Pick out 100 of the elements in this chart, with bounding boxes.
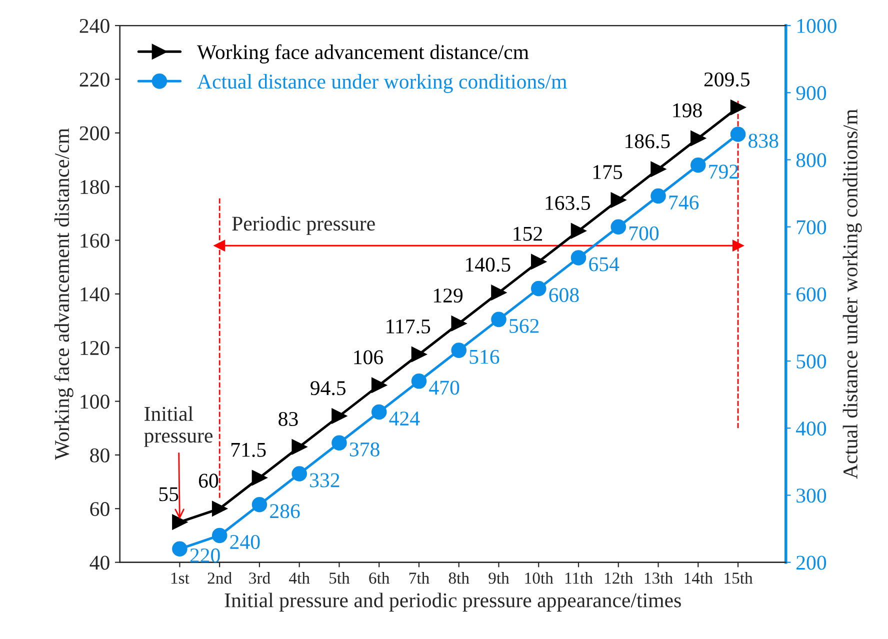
legend-label: Working face advancement distance/cm	[196, 44, 529, 64]
y2-tick-label: 600	[796, 287, 826, 302]
y-axis-title: Working face advancement distance/cm	[54, 128, 74, 460]
x-axis-title: Initial pressure and periodic pressure appearance/times	[224, 592, 681, 612]
data-label: 792	[709, 164, 738, 179]
y-tick-label: 120	[80, 340, 110, 356]
y-tick-label: 40	[90, 556, 110, 570]
point	[570, 223, 586, 239]
data-label: 106	[354, 350, 383, 364]
x-tick-label: 9th	[488, 572, 510, 584]
x-tick-label: 10th	[525, 572, 554, 584]
data-label: 562	[510, 318, 539, 333]
point	[610, 219, 626, 234]
x-tick-label: 8th	[448, 572, 470, 584]
point	[650, 188, 666, 204]
y2-tick-label: 1000	[797, 18, 836, 33]
y-tick-label: 220	[80, 72, 110, 87]
x-tick-label: 3rd	[249, 572, 270, 584]
y-tick-label: 200	[80, 126, 110, 140]
point	[491, 312, 506, 328]
y2-tick-label: 400	[796, 422, 826, 436]
data-label: 163.5	[546, 196, 590, 210]
x-tick-label: 15th	[724, 572, 753, 584]
point	[650, 162, 666, 177]
data-label: 129	[434, 288, 463, 303]
data-label: 55	[159, 487, 178, 502]
point	[292, 439, 307, 455]
point	[292, 466, 307, 482]
point	[451, 342, 466, 358]
y-tick-label: 100	[80, 394, 110, 409]
point	[570, 250, 586, 266]
data-label: 424	[389, 412, 420, 426]
point	[252, 470, 268, 486]
data-label: 140.5	[466, 258, 510, 272]
data-label: 186.5	[626, 134, 670, 148]
point	[690, 157, 706, 173]
data-label: 117.5	[386, 319, 430, 334]
point	[332, 435, 347, 451]
x-tick-label: 4th	[289, 572, 310, 584]
y2-axis-title: Actual distance under working conditions/m	[842, 109, 862, 479]
data-label: 700	[629, 226, 659, 240]
data-label: 746	[669, 196, 699, 210]
point	[530, 280, 546, 296]
annotation: Initial pressure	[144, 406, 213, 447]
data-label: 71.5	[231, 442, 266, 457]
point	[172, 541, 188, 557]
y2-tick-label: 800	[796, 153, 826, 168]
point	[730, 126, 746, 142]
y-tick-label: 180	[80, 180, 110, 194]
data-label: 608	[549, 288, 579, 302]
legend-label: Actual distance under working conditions/m	[197, 74, 567, 93]
y-tick-label: 140	[80, 287, 110, 302]
x-tick-label: 6th	[369, 572, 390, 584]
data-label: 378	[350, 442, 380, 456]
y2-tick-label: 500	[796, 354, 826, 368]
x-tick-label: 14th	[684, 572, 713, 584]
data-label: 220	[190, 548, 220, 562]
data-label: 332	[310, 473, 340, 488]
point	[212, 528, 228, 544]
point	[371, 378, 387, 393]
y-tick-label: 160	[80, 234, 110, 248]
point	[730, 100, 746, 116]
x-tick-label: 13th	[644, 572, 673, 584]
point	[411, 374, 427, 389]
point	[411, 346, 427, 362]
data-label: 470	[429, 380, 460, 395]
data-label: 60	[198, 474, 218, 488]
x-tick-label: 1st	[171, 572, 190, 584]
data-label: 286	[270, 504, 300, 518]
point	[610, 192, 626, 208]
data-label: 83	[278, 412, 298, 426]
point	[332, 408, 347, 424]
x-tick-label: 2nd	[208, 572, 232, 584]
data-label: 838	[748, 134, 778, 148]
x-tick-label: 5th	[330, 572, 350, 584]
ref-line-label: Periodic pressure	[232, 216, 375, 235]
point	[371, 404, 387, 420]
point	[530, 254, 546, 270]
data-label: 516	[470, 350, 500, 364]
point	[172, 514, 188, 530]
x-tick-label: 11th	[565, 572, 593, 584]
data-label: 94.5	[310, 381, 346, 396]
y2-tick-label: 900	[796, 86, 826, 100]
point	[212, 501, 228, 516]
point	[451, 316, 466, 332]
data-label: 240	[230, 534, 260, 550]
y2-tick-label: 200	[796, 556, 826, 570]
y2-tick-label: 300	[796, 488, 826, 503]
y2-tick-label: 700	[796, 220, 826, 234]
y-tick-label: 80	[90, 448, 110, 462]
point	[252, 496, 268, 512]
point	[690, 130, 706, 146]
data-label: 198	[673, 103, 702, 118]
data-label: 152	[514, 226, 542, 241]
data-label: 209.5	[704, 72, 750, 87]
data-label: 654	[589, 257, 620, 272]
data-label: 175	[593, 165, 622, 180]
y-tick-label: 240	[80, 18, 110, 33]
point	[491, 284, 506, 300]
x-tick-label: 7th	[409, 572, 430, 584]
